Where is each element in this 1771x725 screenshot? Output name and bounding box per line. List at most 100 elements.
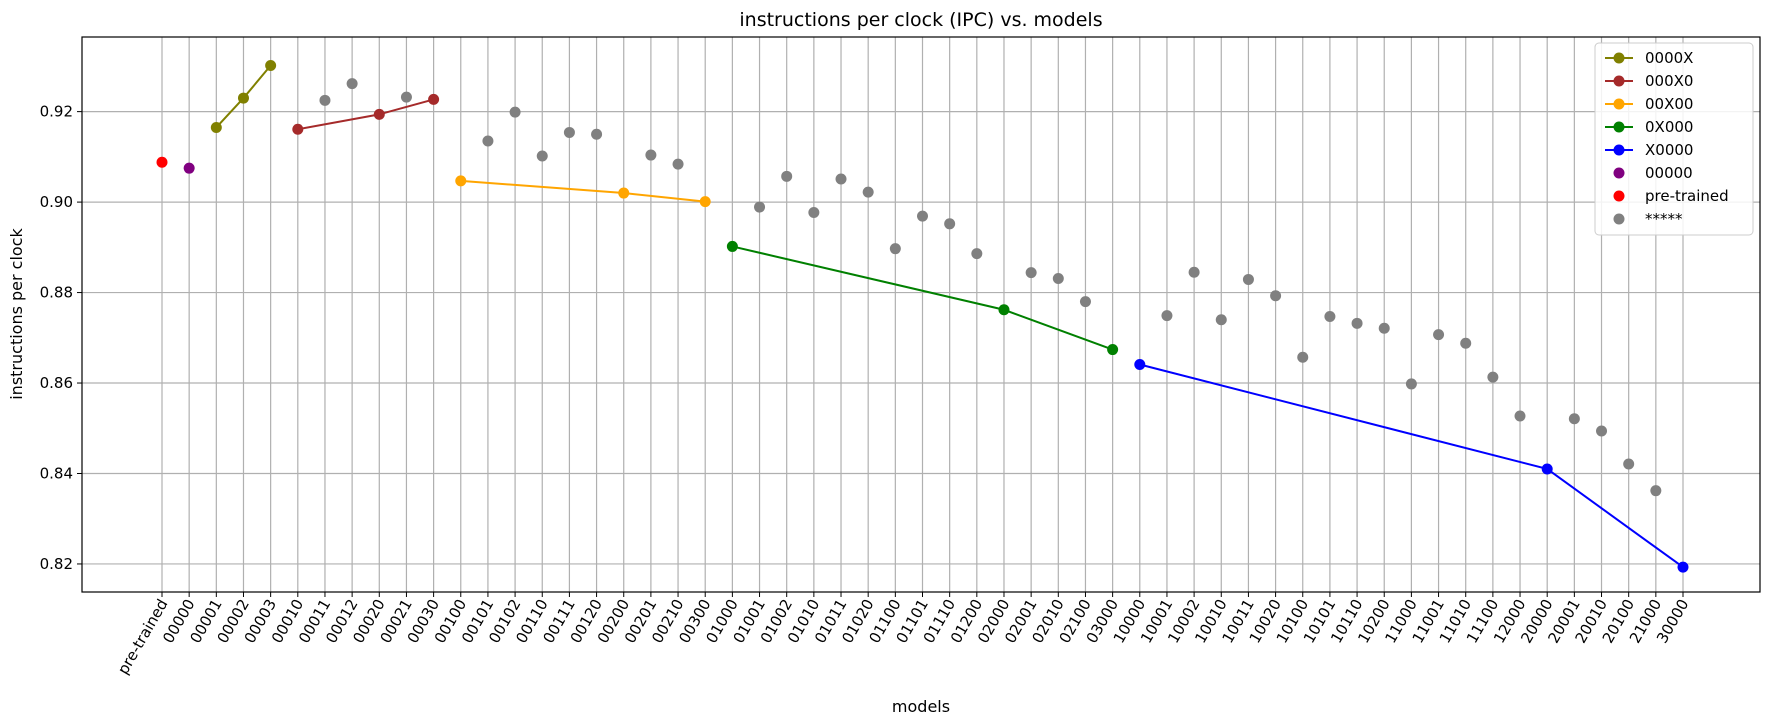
data-point — [1079, 296, 1091, 308]
data-point — [428, 93, 440, 105]
series-X0000 — [1134, 358, 1689, 573]
data-point — [1134, 358, 1146, 370]
data-point — [292, 123, 304, 135]
data-point — [1541, 463, 1553, 475]
legend-marker — [1613, 121, 1625, 133]
plot-frame — [81, 36, 1761, 593]
data-point — [726, 240, 738, 252]
series-00000 — [183, 162, 195, 174]
data-point — [455, 175, 467, 187]
y-axis-title: instructions per clock — [7, 228, 26, 400]
data-point — [1188, 266, 1200, 278]
data-point — [781, 170, 793, 182]
legend-label: pre-trained — [1645, 187, 1729, 205]
data-point — [482, 135, 494, 147]
legend-item: X0000 — [1605, 141, 1693, 159]
data-point — [1052, 273, 1064, 285]
data-point — [1514, 410, 1526, 422]
series-0X000 — [726, 240, 1119, 356]
data-point — [618, 187, 630, 199]
series-layer — [156, 59, 1689, 573]
data-point — [1025, 267, 1037, 279]
legend-item: 000X0 — [1605, 72, 1693, 90]
series-pre-trained — [156, 156, 168, 168]
data-point — [1297, 351, 1309, 363]
data-point — [754, 201, 766, 213]
series-0000X — [210, 59, 277, 133]
data-point — [509, 106, 521, 118]
data-point — [346, 78, 358, 90]
legend-marker — [1613, 98, 1625, 110]
data-point — [862, 186, 874, 198]
legend-label: 00X00 — [1645, 95, 1693, 113]
y-tick-label: 0.86 — [40, 374, 73, 392]
legend-label: X0000 — [1645, 141, 1693, 159]
data-point — [400, 91, 412, 103]
legend: 0000X 000X0 00X00 0X000 X0000 00000 pre-traine… — [1594, 42, 1754, 236]
data-point — [1161, 310, 1173, 322]
data-point — [1405, 378, 1417, 390]
legend-marker — [1613, 167, 1625, 179]
data-point — [971, 248, 983, 260]
data-point — [1487, 371, 1499, 383]
data-point — [1107, 344, 1119, 356]
series-line — [460, 179, 706, 203]
data-point — [1568, 413, 1580, 425]
data-point — [210, 121, 222, 133]
legend-item: 00000 — [1613, 164, 1693, 182]
legend-marker — [1613, 52, 1625, 64]
legend-marker — [1613, 213, 1625, 225]
data-point — [699, 196, 711, 208]
legend-label: 0000X — [1645, 49, 1693, 67]
data-point — [1460, 337, 1472, 349]
series-line — [297, 98, 434, 131]
chart-title: instructions per clock (IPC) vs. models — [739, 9, 1102, 31]
legend-item: ***** — [1613, 210, 1683, 228]
data-point — [672, 158, 684, 170]
data-point — [917, 210, 928, 222]
y-tick-label: 0.88 — [40, 284, 73, 302]
y-tick-label: 0.82 — [40, 555, 73, 573]
data-point — [319, 94, 331, 106]
data-point — [1351, 317, 1363, 329]
y-axis: 0.82 0.84 0.86 0.88 0.90 0.92 — [40, 103, 82, 573]
legend-item: 0X000 — [1605, 118, 1693, 136]
data-point — [1433, 329, 1445, 341]
data-point — [591, 128, 603, 140]
legend-marker — [1613, 75, 1625, 87]
x-axis: pre-trained00000000010000200003000100001… — [114, 592, 1692, 677]
grid-layer — [82, 37, 1760, 592]
legend-marker — [1613, 144, 1625, 156]
legend-marker — [1613, 190, 1625, 202]
y-tick-label: 0.92 — [40, 103, 73, 121]
data-point — [1623, 458, 1635, 470]
legend-item: 0000X — [1605, 49, 1693, 67]
data-point — [1650, 485, 1662, 497]
data-point — [1378, 322, 1390, 334]
y-tick-label: 0.84 — [40, 464, 73, 482]
legend-label: 000X0 — [1645, 72, 1693, 90]
legend-label: 00000 — [1645, 164, 1693, 182]
series-000X0 — [292, 93, 440, 135]
x-axis-title: models — [892, 697, 950, 716]
series-00X00 — [455, 175, 711, 208]
data-point — [1242, 273, 1254, 285]
series-***** — [319, 78, 1662, 497]
legend-item: pre-trained — [1613, 187, 1729, 205]
data-point — [645, 149, 657, 161]
data-point — [1215, 314, 1227, 326]
legend-item: 00X00 — [1605, 95, 1693, 113]
legend-box — [1594, 42, 1754, 236]
data-point — [889, 243, 901, 255]
data-point — [1270, 290, 1282, 302]
data-point — [835, 173, 847, 185]
legend-label: ***** — [1645, 210, 1683, 228]
data-point — [183, 162, 195, 174]
data-point — [373, 108, 385, 120]
data-point — [265, 59, 277, 71]
data-point — [1677, 561, 1689, 573]
data-point — [536, 150, 548, 162]
data-point — [808, 207, 820, 219]
y-tick-label: 0.90 — [40, 193, 73, 211]
